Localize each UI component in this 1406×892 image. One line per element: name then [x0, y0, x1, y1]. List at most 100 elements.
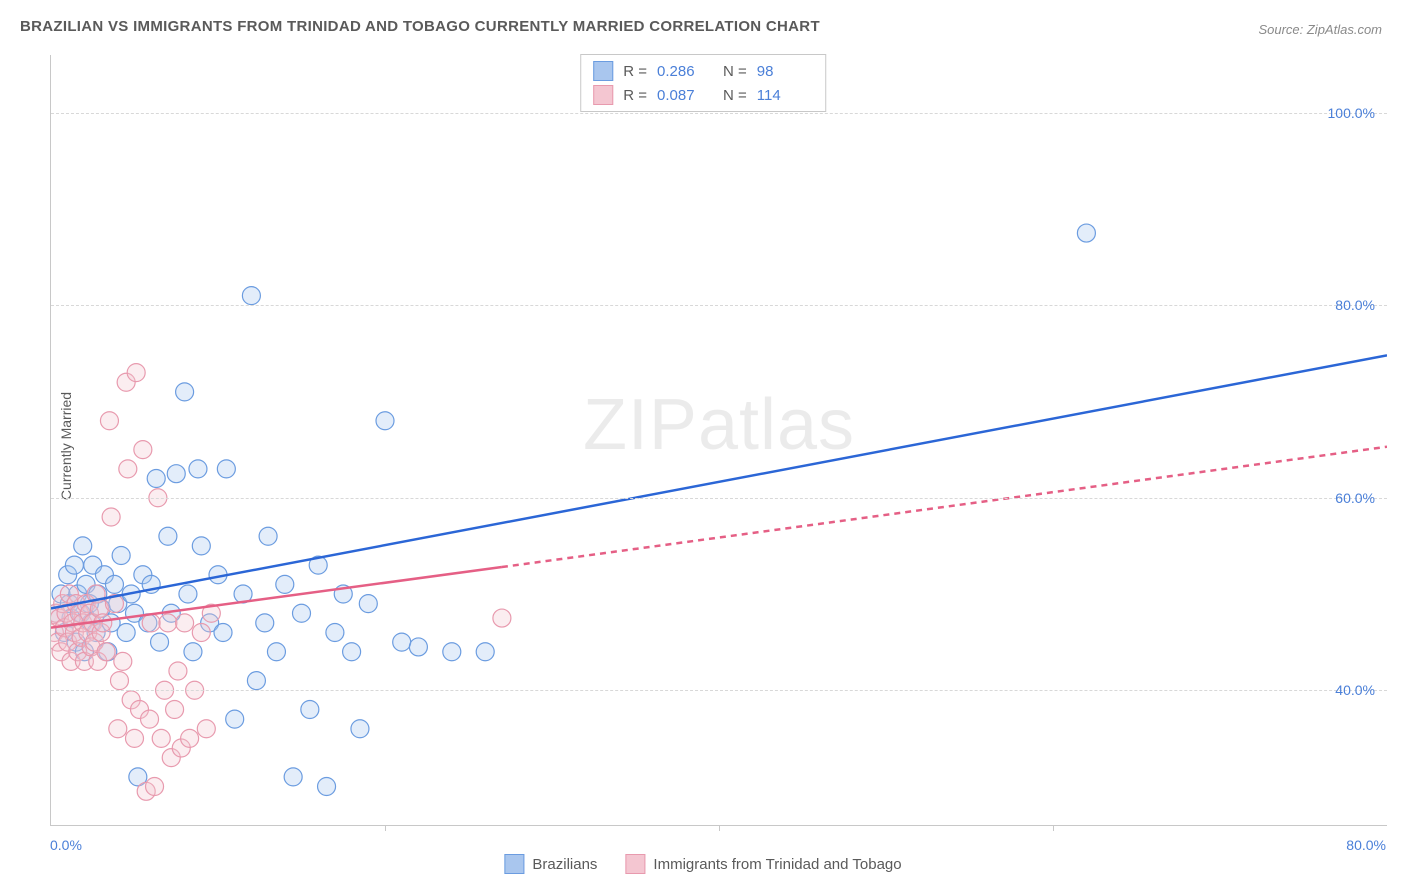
data-point: [176, 614, 194, 632]
data-point: [181, 729, 199, 747]
legend-swatch: [593, 61, 613, 81]
data-point: [127, 364, 145, 382]
x-tick-label: 80.0%: [1346, 837, 1386, 853]
legend-swatch: [504, 854, 524, 874]
y-tick-label: 80.0%: [1335, 297, 1375, 313]
x-tick: [719, 825, 720, 831]
data-point: [493, 609, 511, 627]
data-point: [192, 624, 210, 642]
x-tick: [1053, 825, 1054, 831]
data-point: [146, 778, 164, 796]
y-tick-label: 60.0%: [1335, 490, 1375, 506]
data-point: [110, 672, 128, 690]
x-tick: [385, 825, 386, 831]
data-point: [214, 624, 232, 642]
plot-area: ZIPatlas 40.0%60.0%80.0%100.0%: [50, 55, 1387, 826]
n-value: 114: [757, 87, 813, 104]
y-tick-label: 40.0%: [1335, 682, 1375, 698]
trend-line: [51, 355, 1387, 608]
gridline: [51, 498, 1387, 499]
gridline: [51, 305, 1387, 306]
data-point: [176, 383, 194, 401]
data-point: [259, 527, 277, 545]
data-point: [100, 412, 118, 430]
data-point: [184, 643, 202, 661]
stats-row: R = 0.286 N = 98: [593, 59, 813, 83]
data-point: [102, 508, 120, 526]
data-point: [167, 465, 185, 483]
x-tick-label: 0.0%: [50, 837, 82, 853]
data-point: [284, 768, 302, 786]
stats-box: R = 0.286 N = 98 R = 0.087 N = 114: [580, 54, 826, 112]
data-point: [94, 614, 112, 632]
data-point: [152, 729, 170, 747]
data-point: [1077, 224, 1095, 242]
legend-swatch: [593, 85, 613, 105]
data-point: [409, 638, 427, 656]
legend-label: Immigrants from Trinidad and Tobago: [653, 856, 901, 873]
data-point: [226, 710, 244, 728]
data-point: [141, 710, 159, 728]
data-point: [142, 614, 160, 632]
source-label: Source: ZipAtlas.com: [1258, 22, 1382, 37]
data-point: [476, 643, 494, 661]
legend-item: Brazilians: [504, 854, 597, 874]
data-point: [326, 624, 344, 642]
y-tick-label: 100.0%: [1328, 105, 1375, 121]
data-point: [74, 537, 92, 555]
data-point: [159, 614, 177, 632]
legend-item: Immigrants from Trinidad and Tobago: [625, 854, 901, 874]
data-point: [276, 575, 294, 593]
data-point: [134, 441, 152, 459]
r-value: 0.286: [657, 63, 713, 80]
data-point: [169, 662, 187, 680]
data-point: [267, 643, 285, 661]
data-point: [301, 701, 319, 719]
gridline: [51, 113, 1387, 114]
r-label: R =: [623, 87, 647, 104]
scatter-svg: [51, 55, 1387, 825]
data-point: [65, 556, 83, 574]
data-point: [112, 547, 130, 565]
data-point: [242, 287, 260, 305]
data-point: [117, 624, 135, 642]
data-point: [359, 595, 377, 613]
data-point: [109, 720, 127, 738]
data-point: [393, 633, 411, 651]
n-label: N =: [723, 63, 747, 80]
n-label: N =: [723, 87, 747, 104]
data-point: [443, 643, 461, 661]
data-point: [166, 701, 184, 719]
r-value: 0.087: [657, 87, 713, 104]
data-point: [147, 470, 165, 488]
data-point: [351, 720, 369, 738]
correlation-chart: BRAZILIAN VS IMMIGRANTS FROM TRINIDAD AN…: [0, 0, 1406, 892]
data-point: [189, 460, 207, 478]
chart-title: BRAZILIAN VS IMMIGRANTS FROM TRINIDAD AN…: [20, 18, 820, 35]
stats-row: R = 0.087 N = 114: [593, 83, 813, 107]
legend: Brazilians Immigrants from Trinidad and T…: [504, 854, 901, 874]
legend-label: Brazilians: [532, 856, 597, 873]
data-point: [151, 633, 169, 651]
data-point: [343, 643, 361, 661]
data-point: [376, 412, 394, 430]
data-point: [318, 778, 336, 796]
data-point: [217, 460, 235, 478]
data-point: [293, 604, 311, 622]
data-point: [105, 575, 123, 593]
data-point: [126, 729, 144, 747]
data-point: [192, 537, 210, 555]
data-point: [197, 720, 215, 738]
trend-line: [502, 447, 1387, 567]
data-point: [179, 585, 197, 603]
data-point: [159, 527, 177, 545]
gridline: [51, 690, 1387, 691]
data-point: [114, 652, 132, 670]
data-point: [247, 672, 265, 690]
data-point: [119, 460, 137, 478]
data-point: [97, 643, 115, 661]
data-point: [256, 614, 274, 632]
r-label: R =: [623, 63, 647, 80]
n-value: 98: [757, 63, 813, 80]
legend-swatch: [625, 854, 645, 874]
